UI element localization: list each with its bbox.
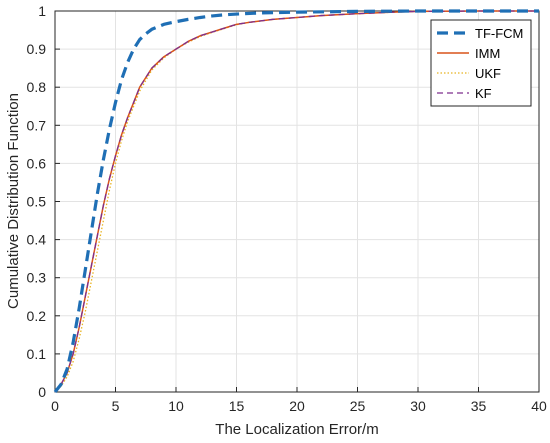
x-tick-label: 15 (229, 398, 245, 414)
x-tick-label: 25 (350, 398, 366, 414)
x-tick-label: 5 (112, 398, 120, 414)
legend: TF-FCM IMM UKF KF (430, 19, 532, 107)
y-tick-label: 0.7 (27, 117, 47, 133)
y-tick-label: 0.1 (27, 346, 47, 362)
series-line-kf (54, 10, 539, 393)
y-tick-label: 0.5 (27, 194, 47, 210)
legend-label-imm: IMM (475, 46, 500, 61)
y-tick-label: 0.3 (27, 270, 47, 286)
y-tick-label: 0.6 (27, 155, 47, 171)
y-tick-label: 0.4 (27, 232, 47, 248)
x-tick-label: 20 (289, 398, 305, 414)
legend-label-kf: KF (475, 86, 492, 101)
axis-ticks: 0 5 10 15 20 25 30 35 40 0 0.1 0.2 0.3 0.4 0.5 0.6 0.7 0.… (27, 3, 547, 414)
y-axis-title: Cumulative Distribution Function (5, 93, 22, 309)
y-tick-label: 0.9 (27, 41, 47, 57)
x-axis-title: The Localization Error/m (215, 421, 378, 438)
series-lines (53, 9, 539, 393)
y-tick-label: 1 (38, 3, 46, 19)
series-line-tf-fcm (53, 9, 539, 393)
x-tick-label: 0 (51, 398, 59, 414)
legend-label-tf-fcm: TF-FCM (475, 26, 523, 41)
y-tick-label: 0.2 (27, 308, 47, 324)
x-tick-label: 30 (410, 398, 426, 414)
legend-label-ukf: UKF (475, 66, 501, 81)
y-tick-label: 0 (38, 384, 46, 400)
y-tick-label: 0.8 (27, 79, 47, 95)
x-tick-label: 35 (471, 398, 487, 414)
x-tick-label: 40 (531, 398, 547, 414)
x-tick-label: 10 (168, 398, 184, 414)
